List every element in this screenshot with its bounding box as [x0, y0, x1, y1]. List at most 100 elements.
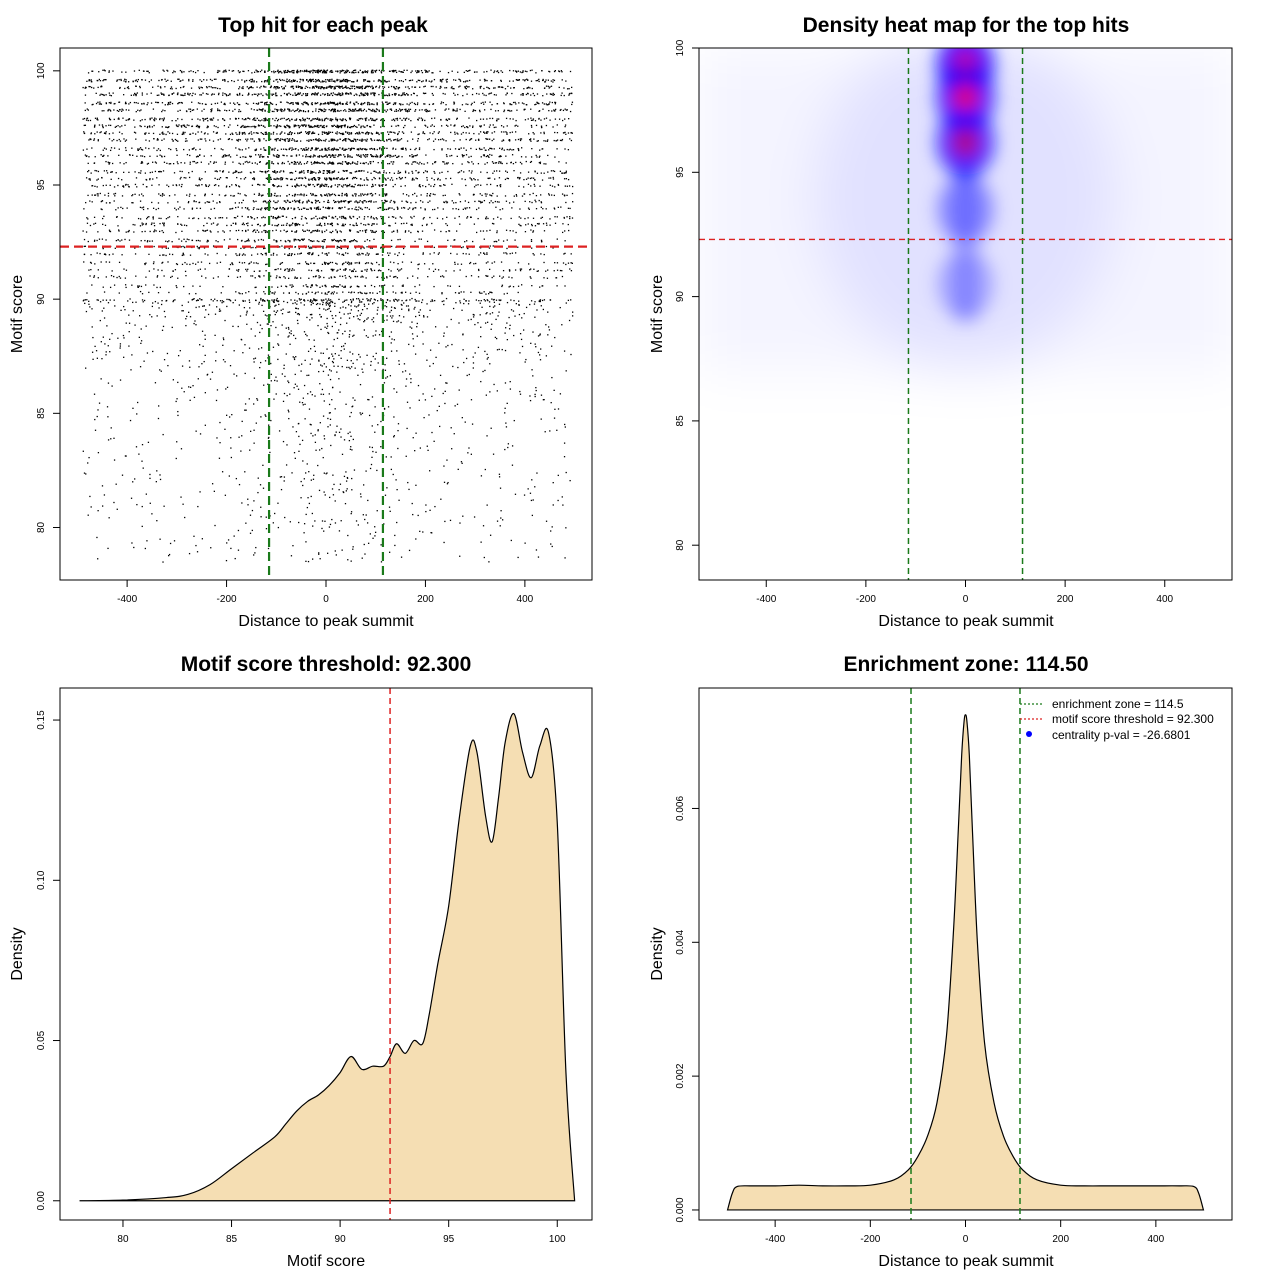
- scatter-point: [371, 230, 374, 232]
- scatter-point: [243, 131, 246, 134]
- scatter-point: [160, 79, 163, 81]
- scatter-point: [167, 131, 169, 133]
- scatter-point: [350, 85, 352, 87]
- scatter-point: [214, 102, 216, 105]
- scatter-point: [204, 118, 206, 121]
- scatter-point: [566, 185, 568, 187]
- scatter-point: [294, 170, 297, 173]
- scatter-point: [279, 207, 281, 210]
- scatter-point: [250, 131, 252, 133]
- scatter-point: [312, 72, 314, 74]
- scatter-point: [432, 132, 434, 135]
- scatter-point: [270, 102, 272, 104]
- scatter-point: [280, 125, 282, 128]
- scatter-point: [359, 86, 361, 88]
- scatter-point: [488, 93, 490, 95]
- scatter-point: [411, 179, 413, 181]
- scatter-point: [128, 186, 130, 188]
- scatter-point: [256, 71, 258, 73]
- scatter-point: [317, 139, 319, 141]
- scatter-point: [393, 119, 396, 122]
- scatter-point: [357, 86, 359, 88]
- scatter-point: [380, 80, 383, 82]
- scatter-point: [123, 138, 125, 140]
- scatter-point: [373, 147, 376, 150]
- scatter-point: [441, 138, 444, 140]
- scatter-point: [245, 118, 247, 121]
- scatter-point: [336, 231, 338, 234]
- scatter-point: [321, 161, 323, 164]
- scatter-point: [400, 185, 402, 188]
- scatter-point: [423, 103, 425, 105]
- scatter-point: [232, 195, 234, 197]
- scatter-point: [375, 217, 377, 219]
- scatter-point: [283, 200, 286, 202]
- scatter-point: [395, 125, 397, 127]
- scatter-point: [264, 71, 266, 73]
- scatter-point: [251, 224, 253, 226]
- scatter-point: [251, 94, 253, 96]
- scatter-point: [116, 215, 118, 218]
- scatter-point: [197, 131, 199, 133]
- scatter-point: [439, 185, 441, 187]
- scatter-point: [346, 126, 349, 129]
- scatter-point: [320, 69, 323, 72]
- scatter-point: [301, 215, 303, 218]
- scatter-point: [446, 201, 449, 203]
- scatter-point: [351, 140, 353, 142]
- scatter-point: [285, 177, 287, 180]
- scatter-point: [326, 102, 328, 105]
- scatter-point: [102, 69, 104, 71]
- scatter-point: [291, 155, 293, 157]
- scatter-point: [276, 108, 278, 111]
- scatter-point: [511, 131, 514, 133]
- scatter-point: [164, 78, 166, 80]
- scatter-point: [306, 139, 308, 142]
- scatter-point: [452, 162, 454, 165]
- scatter-point: [355, 195, 357, 197]
- scatter-point: [408, 118, 410, 120]
- scatter-point: [103, 147, 106, 149]
- scatter-point: [167, 202, 169, 204]
- scatter-point: [148, 147, 150, 150]
- scatter-point: [424, 85, 426, 87]
- scatter-point: [150, 223, 153, 226]
- scatter-point: [535, 194, 538, 197]
- scatter-point: [311, 171, 314, 173]
- scatter-point: [489, 92, 491, 95]
- scatter-point: [392, 71, 394, 73]
- scatter-point: [440, 86, 442, 88]
- scatter-point: [283, 92, 286, 95]
- scatter-point: [442, 208, 444, 210]
- scatter-point: [218, 185, 220, 187]
- scatter-point: [344, 86, 346, 89]
- scatter-point: [233, 102, 235, 104]
- scatter-point: [85, 155, 88, 158]
- scatter-point: [560, 108, 562, 111]
- scatter-point: [568, 88, 570, 90]
- scatter-point: [160, 87, 162, 89]
- scatter-point: [237, 79, 239, 81]
- scatter-point: [527, 79, 529, 81]
- scatter-point: [370, 192, 373, 195]
- scatter-point: [336, 186, 339, 188]
- scatter-point: [235, 118, 237, 120]
- scatter-point: [87, 119, 89, 122]
- scatter-point: [333, 147, 335, 149]
- scatter-point: [315, 108, 317, 110]
- scatter-point: [475, 139, 477, 141]
- scatter-point: [103, 154, 105, 157]
- scatter-point: [237, 171, 240, 174]
- scatter-point: [301, 124, 303, 126]
- scatter-point: [253, 93, 255, 95]
- scatter-point: [340, 79, 342, 82]
- scatter-point: [117, 225, 119, 227]
- scatter-point: [300, 193, 302, 195]
- scatter-point: [564, 118, 566, 120]
- scatter-point: [360, 170, 362, 172]
- scatter-point: [378, 133, 380, 136]
- scatter-point: [346, 195, 348, 197]
- scatter-point: [153, 119, 156, 122]
- scatter-point: [370, 138, 372, 140]
- scatter-point: [197, 69, 199, 72]
